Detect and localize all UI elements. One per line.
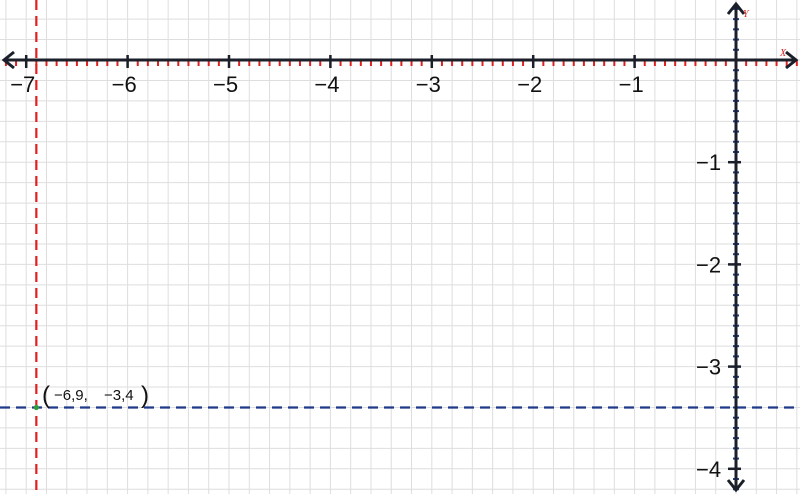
x-tick-label: −2 bbox=[517, 72, 542, 97]
point-group: ( −6,9, −3,4 ) bbox=[33, 382, 149, 411]
y-axis-arrow-top bbox=[726, 1, 746, 15]
x-tick-label: −6 bbox=[112, 72, 137, 97]
y-tick-label: −4 bbox=[696, 457, 721, 482]
x-tick-label: −5 bbox=[213, 72, 238, 97]
x-tick-label: −7 bbox=[10, 72, 35, 97]
x-tick-label: −1 bbox=[619, 72, 644, 97]
point-label-close-paren: ) bbox=[141, 382, 149, 409]
y-axis-arrow-bottom bbox=[726, 479, 746, 493]
labels: −7 −6 −5 −4 −3 −2 −1 −1 −2 −3 −4 X Y bbox=[10, 9, 787, 482]
y-tick-label: −1 bbox=[696, 150, 721, 175]
y-tick-label: −2 bbox=[696, 252, 721, 277]
y-axis-name: Y bbox=[743, 9, 750, 20]
x-axis-arrow-right bbox=[785, 50, 799, 70]
x-tick-label: −4 bbox=[314, 72, 339, 97]
point-marker bbox=[33, 404, 39, 411]
point-label-open-paren: ( bbox=[42, 382, 50, 409]
y-tick-label: −3 bbox=[696, 355, 721, 380]
x-axis-name: X bbox=[779, 48, 787, 59]
point-label-x: −6,9, bbox=[54, 387, 88, 404]
point-label-y: −3,4 bbox=[104, 387, 134, 404]
x-tick-label: −3 bbox=[416, 72, 441, 97]
x-axis-arrow-left bbox=[1, 50, 15, 70]
